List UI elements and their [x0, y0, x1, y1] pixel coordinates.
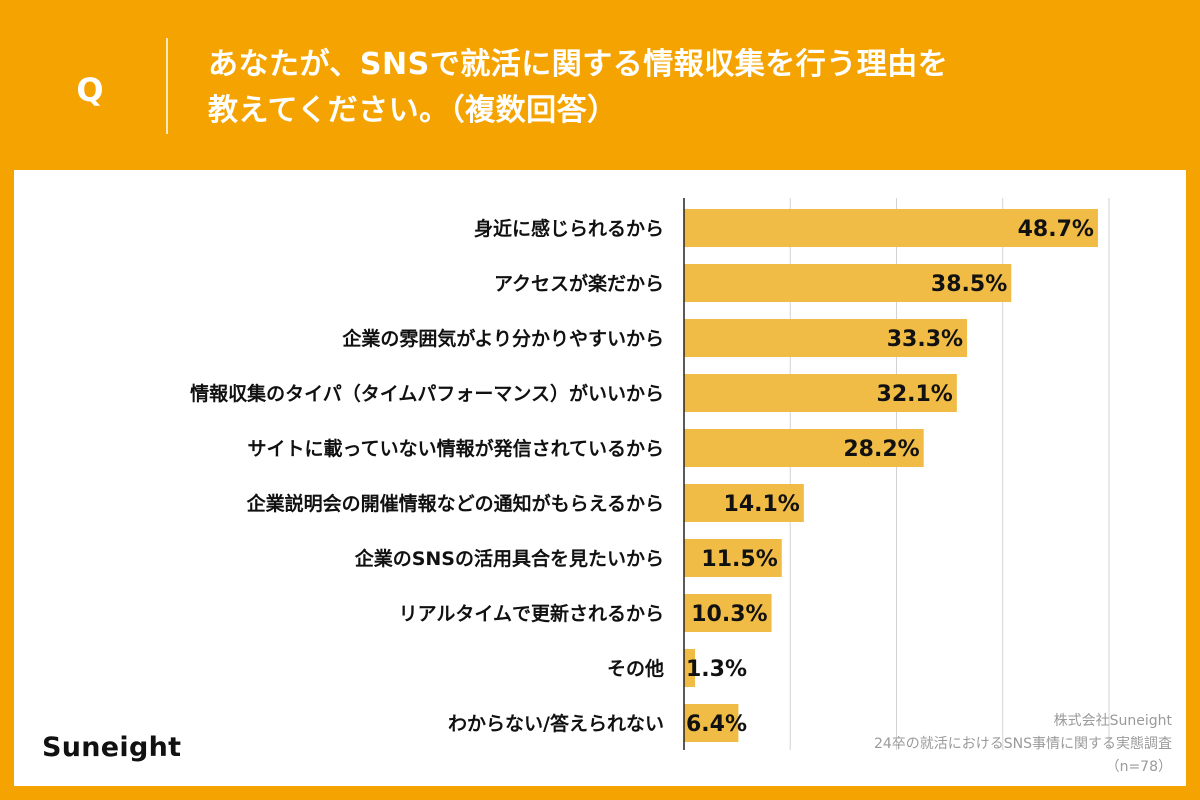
bar-5	[684, 429, 924, 467]
value-label-7: 11.5%	[701, 547, 777, 572]
question-mark-label: Q	[76, 71, 104, 109]
bar-2	[684, 264, 1012, 302]
bar-3	[684, 319, 968, 357]
value-label-4: 32.1%	[877, 382, 953, 407]
value-label-10: 6.4%	[686, 712, 747, 737]
bar-10	[684, 704, 739, 742]
chart-panel: 身近に感じられるから 48.7% アクセスが楽だから 38.5% 企業の雰囲気がより分か…	[14, 170, 1186, 786]
category-label-3: 企業の雰囲気がより分かりやすいから	[341, 327, 664, 350]
value-label-3: 33.3%	[887, 327, 963, 352]
category-label-8: リアルタイムで更新されるから	[399, 602, 664, 625]
category-label-4: 情報収集のタイパ（タイムパフォーマンス）がいいから	[190, 382, 664, 405]
category-label-9: その他	[607, 657, 664, 680]
bar-8	[684, 594, 772, 632]
source-company: 株式会社Suneight	[1053, 713, 1172, 729]
bar-1	[684, 209, 1098, 247]
value-label-8: 10.3%	[691, 602, 767, 627]
question-title: あなたが、SNSで就活に関する情報収集を行う理由を 教えてください。（複数回答）	[208, 42, 1138, 134]
bar-9	[684, 649, 696, 687]
value-label-6: 14.1%	[724, 492, 800, 517]
bar-6	[684, 484, 804, 522]
category-label-2: アクセスが楽だから	[494, 272, 664, 295]
bar-7	[684, 539, 782, 577]
bar-4	[684, 374, 957, 412]
value-label-9: 1.3%	[686, 657, 747, 682]
bar-chart: 身近に感じられるから 48.7% アクセスが楽だから 38.5% 企業の雰囲気がより分か…	[190, 198, 1110, 750]
question-title-line-1: あなたが、SNSで就活に関する情報収集を行う理由を	[208, 47, 949, 82]
value-label-2: 38.5%	[931, 272, 1007, 297]
source-sample-size: （n=78）	[1105, 759, 1172, 775]
header-divider	[166, 38, 168, 134]
value-label-5: 28.2%	[843, 437, 919, 462]
category-label-1: 身近に感じられるから	[474, 217, 664, 240]
category-label-7: 企業のSNSの活用具合を見たいから	[354, 547, 664, 570]
question-header: Q あなたが、SNSで就活に関する情報収集を行う理由を 教えてください。（複数回…	[0, 0, 1200, 170]
category-label-6: 企業説明会の開催情報などの通知がもらえるから	[246, 492, 664, 515]
category-label-5: サイトに載っていない情報が発信されているから	[248, 437, 664, 460]
source-survey-name: 24卒の就活におけるSNS事情に関する実態調査	[873, 736, 1172, 752]
source-note: 株式会社Suneight 24卒の就活におけるSNS事情に関する実態調査 （n=…	[874, 710, 1172, 779]
question-title-line-2: 教えてください。（複数回答）	[208, 93, 618, 128]
suneight-logo: Suneight	[42, 732, 182, 763]
value-label-1: 48.7%	[1018, 217, 1094, 242]
category-label-10: わからない/答えられない	[448, 712, 664, 735]
